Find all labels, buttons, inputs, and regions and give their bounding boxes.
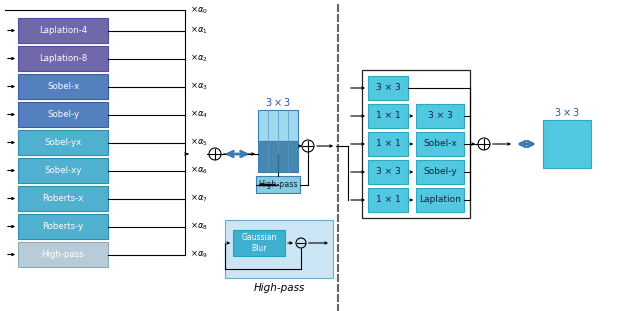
Text: Laplation-8: Laplation-8 <box>39 54 87 63</box>
Bar <box>543 120 591 168</box>
Text: 3 × 3: 3 × 3 <box>376 168 401 177</box>
Bar <box>18 242 108 267</box>
Bar <box>225 220 333 278</box>
Text: Sobel-x: Sobel-x <box>423 140 457 148</box>
Text: Sobel-xy: Sobel-xy <box>44 166 82 175</box>
Text: High-pass: High-pass <box>42 250 84 259</box>
Text: $\times\alpha_0$: $\times\alpha_0$ <box>190 4 208 16</box>
Text: $\times\alpha_{4}$: $\times\alpha_{4}$ <box>190 109 208 120</box>
Text: High-pass: High-pass <box>253 283 305 293</box>
Bar <box>256 176 300 193</box>
Bar <box>416 160 464 184</box>
Bar <box>416 188 464 212</box>
Text: Sobel-yx: Sobel-yx <box>44 138 82 147</box>
Text: 3 × 3: 3 × 3 <box>376 83 401 92</box>
Text: $\times\alpha_{7}$: $\times\alpha_{7}$ <box>190 193 208 204</box>
Text: High-pass: High-pass <box>259 180 298 189</box>
Bar <box>368 160 408 184</box>
Bar <box>416 104 464 128</box>
Bar <box>18 130 108 155</box>
Text: 1 × 1: 1 × 1 <box>376 196 401 205</box>
Text: Sobel-y: Sobel-y <box>47 110 79 119</box>
Bar <box>233 230 285 256</box>
Text: $3\times3$: $3\times3$ <box>554 106 580 118</box>
Text: Roberts-x: Roberts-x <box>42 194 84 203</box>
Text: $\times\alpha_{2}$: $\times\alpha_{2}$ <box>190 53 208 64</box>
Bar <box>368 188 408 212</box>
Bar <box>18 102 108 127</box>
Text: $\times\alpha_{3}$: $\times\alpha_{3}$ <box>190 81 208 92</box>
Text: 1 × 1: 1 × 1 <box>376 140 401 148</box>
Text: Laplation-4: Laplation-4 <box>39 26 87 35</box>
Text: Gaussian
Blur: Gaussian Blur <box>241 233 276 253</box>
Text: $3\times3$: $3\times3$ <box>265 96 291 108</box>
Bar <box>18 18 108 43</box>
Bar <box>416 132 464 156</box>
Bar <box>258 110 298 141</box>
Bar <box>368 132 408 156</box>
Text: $\times\alpha_{8}$: $\times\alpha_{8}$ <box>190 221 208 232</box>
Text: Sobel-y: Sobel-y <box>423 168 457 177</box>
Bar <box>18 74 108 99</box>
Bar <box>18 186 108 211</box>
Text: $\times\alpha_{1}$: $\times\alpha_{1}$ <box>190 25 208 36</box>
Text: Roberts-y: Roberts-y <box>42 222 84 231</box>
Text: $\times\alpha_{6}$: $\times\alpha_{6}$ <box>190 165 208 176</box>
Bar <box>18 46 108 71</box>
Bar <box>258 141 298 172</box>
Text: $\times\alpha_{5}$: $\times\alpha_{5}$ <box>190 137 208 148</box>
Bar <box>18 158 108 183</box>
Bar <box>368 76 408 100</box>
Bar <box>362 70 470 218</box>
Text: Laplation: Laplation <box>419 196 461 205</box>
Text: $\times\alpha_{9}$: $\times\alpha_{9}$ <box>190 249 208 260</box>
Text: 3 × 3: 3 × 3 <box>428 112 452 120</box>
Text: 1 × 1: 1 × 1 <box>376 112 401 120</box>
Bar <box>368 104 408 128</box>
Bar <box>18 214 108 239</box>
Text: Sobel-x: Sobel-x <box>47 82 79 91</box>
